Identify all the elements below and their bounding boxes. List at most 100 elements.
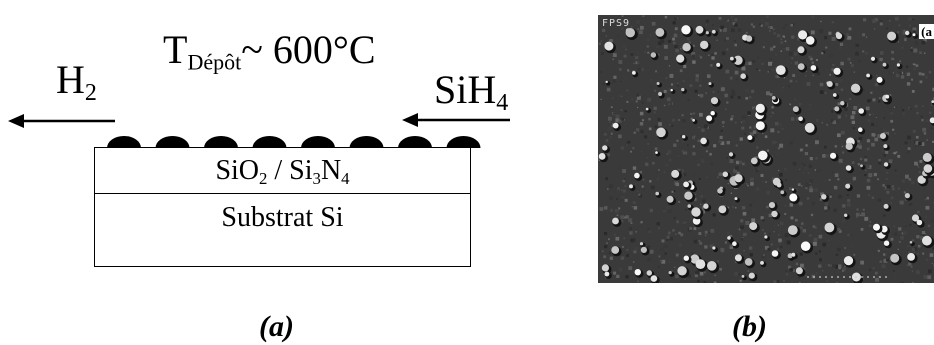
grain-speck	[619, 163, 621, 166]
grain-speck	[834, 208, 837, 211]
grain-speck	[644, 51, 646, 53]
grain-speck	[922, 252, 925, 255]
grain-speck	[634, 202, 637, 204]
grain-speck	[822, 154, 826, 158]
grain-speck	[727, 183, 729, 185]
nanocrystal-speck	[655, 191, 659, 196]
grain-speck	[839, 42, 844, 46]
grain-speck	[912, 281, 915, 283]
grain-speck	[865, 52, 868, 55]
nanocrystal-speck	[789, 193, 798, 202]
grain-speck	[844, 107, 848, 111]
grain-speck	[621, 15, 624, 17]
grain-speck	[623, 237, 626, 240]
grain-speck	[842, 204, 846, 208]
grain-speck	[860, 260, 864, 265]
grain-speck	[803, 172, 804, 174]
grain-speck	[743, 250, 745, 252]
grain-speck	[848, 27, 852, 31]
grain-speck	[612, 79, 616, 83]
grain-speck	[886, 131, 890, 135]
grain-speck	[838, 229, 842, 233]
grain-speck	[710, 64, 713, 67]
grain-speck	[925, 119, 929, 122]
grain-speck	[890, 196, 894, 200]
nanocrystal-speck	[810, 65, 817, 71]
nanocrystal-speck	[787, 225, 798, 236]
grain-speck	[750, 182, 754, 186]
grain-speck	[822, 270, 824, 272]
nanocrystal-speck	[691, 207, 701, 217]
grain-speck	[740, 237, 744, 241]
grain-speck	[809, 188, 814, 193]
grain-speck	[743, 232, 747, 236]
grain-speck	[695, 270, 699, 275]
panel-a: H2 TDépôt~ 600°C SiH4 SiO2 / Si3N4 Subst…	[8, 30, 510, 342]
nanocrystal-speck	[845, 183, 851, 189]
grain-speck	[908, 143, 910, 146]
grain-speck	[705, 150, 708, 153]
grain-speck	[673, 190, 676, 192]
grain-speck	[727, 232, 730, 235]
grain-speck	[782, 35, 785, 38]
grain-speck	[889, 94, 892, 97]
grain-speck	[812, 202, 815, 205]
grain-speck	[720, 25, 724, 30]
nanocrystal-speck	[684, 191, 693, 200]
grain-speck	[624, 178, 626, 180]
grain-speck	[634, 247, 638, 251]
grain-speck	[771, 111, 774, 115]
grain-speck	[923, 275, 928, 279]
scale-dot	[885, 276, 887, 278]
grain-speck	[777, 224, 779, 226]
grain-speck	[615, 114, 620, 119]
grain-speck	[697, 279, 700, 283]
grain-speck	[755, 187, 760, 191]
grain-speck	[725, 187, 729, 190]
grain-speck	[864, 156, 867, 159]
grain-speck	[663, 244, 668, 249]
grain-speck	[772, 28, 775, 31]
grain-speck	[821, 122, 824, 124]
grain-speck	[647, 257, 651, 262]
grain-speck	[618, 68, 622, 71]
grain-speck	[802, 229, 807, 233]
grain-speck	[610, 132, 613, 135]
grain-speck	[894, 232, 898, 236]
grain-speck	[908, 262, 912, 266]
nanocrystal-speck	[747, 135, 753, 141]
nanocrystal-speck	[795, 267, 803, 275]
grain-speck	[794, 61, 799, 65]
grain-speck	[655, 70, 657, 73]
nanocrystal-speck	[695, 259, 706, 269]
grain-speck	[640, 25, 644, 30]
grain-speck	[865, 170, 867, 172]
grain-speck	[668, 103, 671, 106]
grain-speck	[820, 192, 824, 197]
grain-speck	[782, 26, 785, 29]
grain-speck	[796, 154, 799, 157]
nanocrystal-speck	[830, 152, 837, 159]
grain-speck	[764, 232, 767, 235]
grain-speck	[839, 79, 843, 82]
grain-speck	[857, 265, 860, 269]
grain-speck	[660, 39, 665, 44]
grain-speck	[862, 208, 865, 211]
grain-speck	[892, 269, 895, 272]
nanocrystal-speck	[700, 137, 707, 145]
grain-speck	[705, 92, 708, 94]
grain-speck	[883, 116, 886, 119]
nanocrystal-speck	[646, 270, 652, 276]
grain-speck	[913, 30, 916, 33]
grain-speck	[883, 258, 888, 263]
grain-speck	[729, 76, 733, 80]
grain-speck	[886, 106, 888, 107]
micrograph-label-left: FPS9	[602, 18, 631, 29]
grain-speck	[797, 236, 799, 237]
grain-speck	[808, 122, 810, 124]
grain-speck	[671, 190, 674, 193]
grain-speck	[750, 23, 753, 26]
nucleus-dot	[252, 136, 287, 148]
grain-speck	[874, 28, 876, 30]
grain-speck	[912, 18, 915, 21]
